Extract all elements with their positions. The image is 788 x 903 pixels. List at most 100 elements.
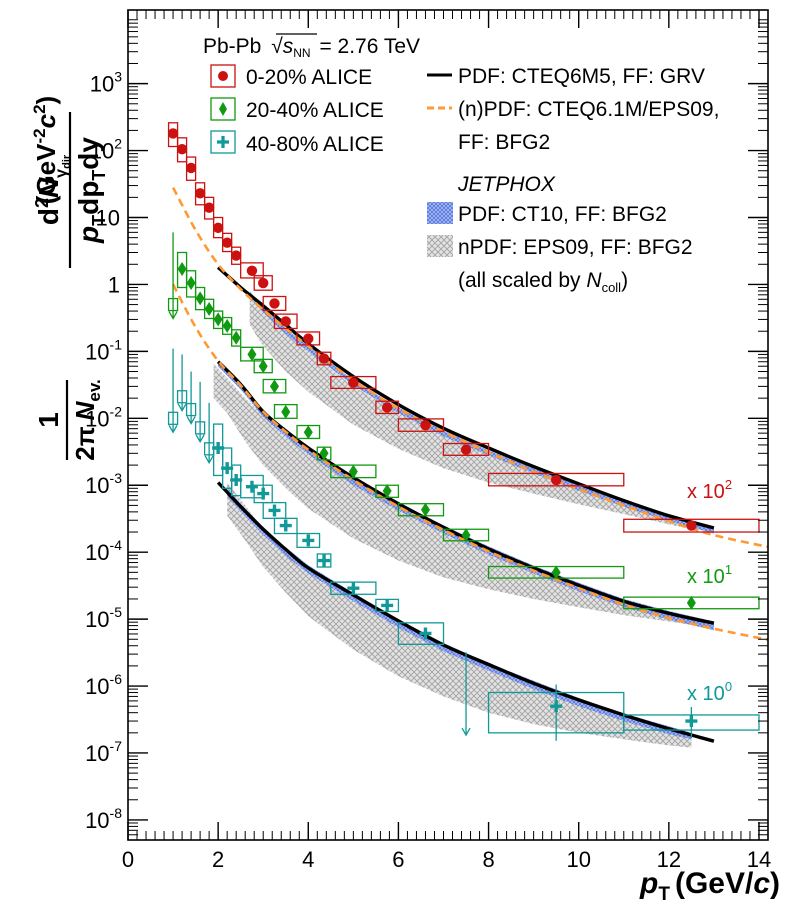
data-point	[686, 595, 696, 610]
data-point	[551, 565, 561, 580]
sys-error-box	[397, 503, 445, 517]
data-point	[348, 464, 358, 479]
sys-error-box	[397, 622, 445, 645]
sys-error-box	[253, 275, 273, 291]
sys-error-box	[397, 418, 445, 432]
sys-error-box	[330, 375, 377, 390]
upper-limit-arrow	[168, 311, 178, 320]
y-tick-label: 1	[108, 272, 120, 297]
legend-cteq6m5: PDF: CTEQ6M5, FF: GRV	[458, 65, 705, 88]
data-point	[420, 419, 431, 431]
sys-error-box	[316, 351, 332, 366]
sys-error-box	[375, 400, 400, 415]
sys-error-box	[203, 298, 215, 320]
data-point	[186, 276, 196, 291]
y-tick-label: 10-5	[85, 604, 122, 632]
data-point	[382, 484, 392, 499]
sys-error-box	[240, 474, 264, 499]
upper-limit-arrow	[177, 403, 187, 413]
scale-label-x100: x 102	[687, 477, 732, 503]
y-tick-label: 103	[90, 69, 122, 97]
data-point	[303, 425, 313, 440]
data-point	[231, 330, 241, 345]
x-tick-label: 4	[302, 847, 314, 872]
data-point	[686, 520, 697, 531]
scale-labels: x 102 x 101 x 100	[687, 477, 732, 705]
data-point	[194, 188, 206, 199]
sys-error-box	[273, 313, 298, 330]
upper-limit-arrow	[195, 434, 205, 444]
data-point	[420, 502, 430, 517]
svg-text:1: 1	[33, 412, 64, 428]
legend-jetphox-title: JETPHOX	[457, 173, 556, 196]
legend-cteq61m-ff: FF: BFG2	[458, 131, 550, 154]
y-tick-label: 102	[90, 136, 122, 164]
data-point	[167, 128, 179, 139]
data-points	[167, 122, 760, 741]
data-point	[280, 316, 291, 327]
upper-limit-arrow	[168, 424, 178, 434]
data-point	[222, 318, 232, 333]
data-point	[303, 333, 314, 344]
upper-limit-arrow	[461, 727, 471, 737]
data-point	[204, 301, 214, 316]
y-tick-label: 10-4	[85, 537, 122, 565]
svg-text:pTdpTdy: pTdpTdy	[73, 137, 109, 244]
y-axis-title: 1 2πNev. d2Nγdir pTdpTdy (GeV-2c2)	[30, 96, 109, 461]
upper-limit-arrow	[204, 455, 214, 465]
x-tick-label: 12	[657, 847, 681, 872]
sys-error-box	[262, 295, 287, 312]
data-point	[318, 554, 331, 567]
legend-scaled-note: (all scaled by Ncoll)	[458, 269, 628, 295]
svg-text:20-40% ALICE: 20-40% ALICE	[246, 99, 384, 122]
axes: 0 2 4 6 8 10 12 14 10-8 10-7 10-6 10-5 10-4 10-3 10-2 1…	[85, 10, 771, 872]
sys-error-box	[231, 329, 242, 347]
data-point	[381, 402, 393, 413]
band-grey	[249, 294, 692, 530]
y-tick-label: 10-1	[85, 336, 122, 364]
sys-error-box	[273, 517, 298, 535]
svg-text:2πNev.: 2πNev.	[70, 379, 104, 461]
data-point	[195, 291, 205, 306]
data-point	[213, 312, 223, 327]
scale-label-x1: x 100	[687, 679, 732, 705]
y-tick-label: 10-8	[85, 805, 122, 833]
y-tick-label: 10-3	[85, 470, 122, 498]
x-axis-title: pT (GeV/c)	[639, 867, 780, 903]
theory-bands	[213, 290, 714, 748]
data-point	[268, 504, 281, 517]
sys-error-box	[296, 532, 321, 549]
data-point	[257, 487, 270, 500]
data-point	[176, 143, 188, 155]
data-point	[212, 222, 224, 234]
data-point	[348, 377, 359, 388]
series-cross	[167, 348, 760, 741]
y-tick-label: 10-2	[85, 403, 122, 431]
sys-error-box	[176, 251, 188, 289]
svg-text:0-20% ALICE: 0-20% ALICE	[246, 66, 372, 89]
series-diamond	[167, 232, 760, 610]
data-point	[461, 528, 471, 543]
data-point	[246, 265, 258, 276]
data-point	[247, 347, 257, 362]
data-point	[381, 599, 394, 612]
data-point	[281, 404, 291, 419]
x-tick-label: 8	[482, 847, 494, 872]
data-point	[185, 162, 197, 174]
sys-error-box	[240, 262, 264, 279]
x-tick-label: 6	[392, 847, 404, 872]
upper-limit-arrow	[186, 416, 196, 425]
data-point	[318, 353, 330, 364]
legend-entry-0-20: 0-20% ALICE	[210, 64, 372, 89]
band-grey	[213, 363, 692, 625]
sys-error-box	[487, 472, 625, 487]
data-point	[245, 480, 258, 493]
sys-error-box	[296, 331, 321, 346]
y-tick-label: 10-7	[85, 738, 122, 766]
band-grey	[227, 482, 692, 748]
data-point	[177, 262, 187, 277]
svg-text:(GeV-2c2): (GeV-2c2)	[30, 96, 61, 204]
legend-eps09: nPDF: EPS09, FF: BFG2	[458, 236, 693, 259]
y-tick-label: 10	[96, 206, 120, 231]
